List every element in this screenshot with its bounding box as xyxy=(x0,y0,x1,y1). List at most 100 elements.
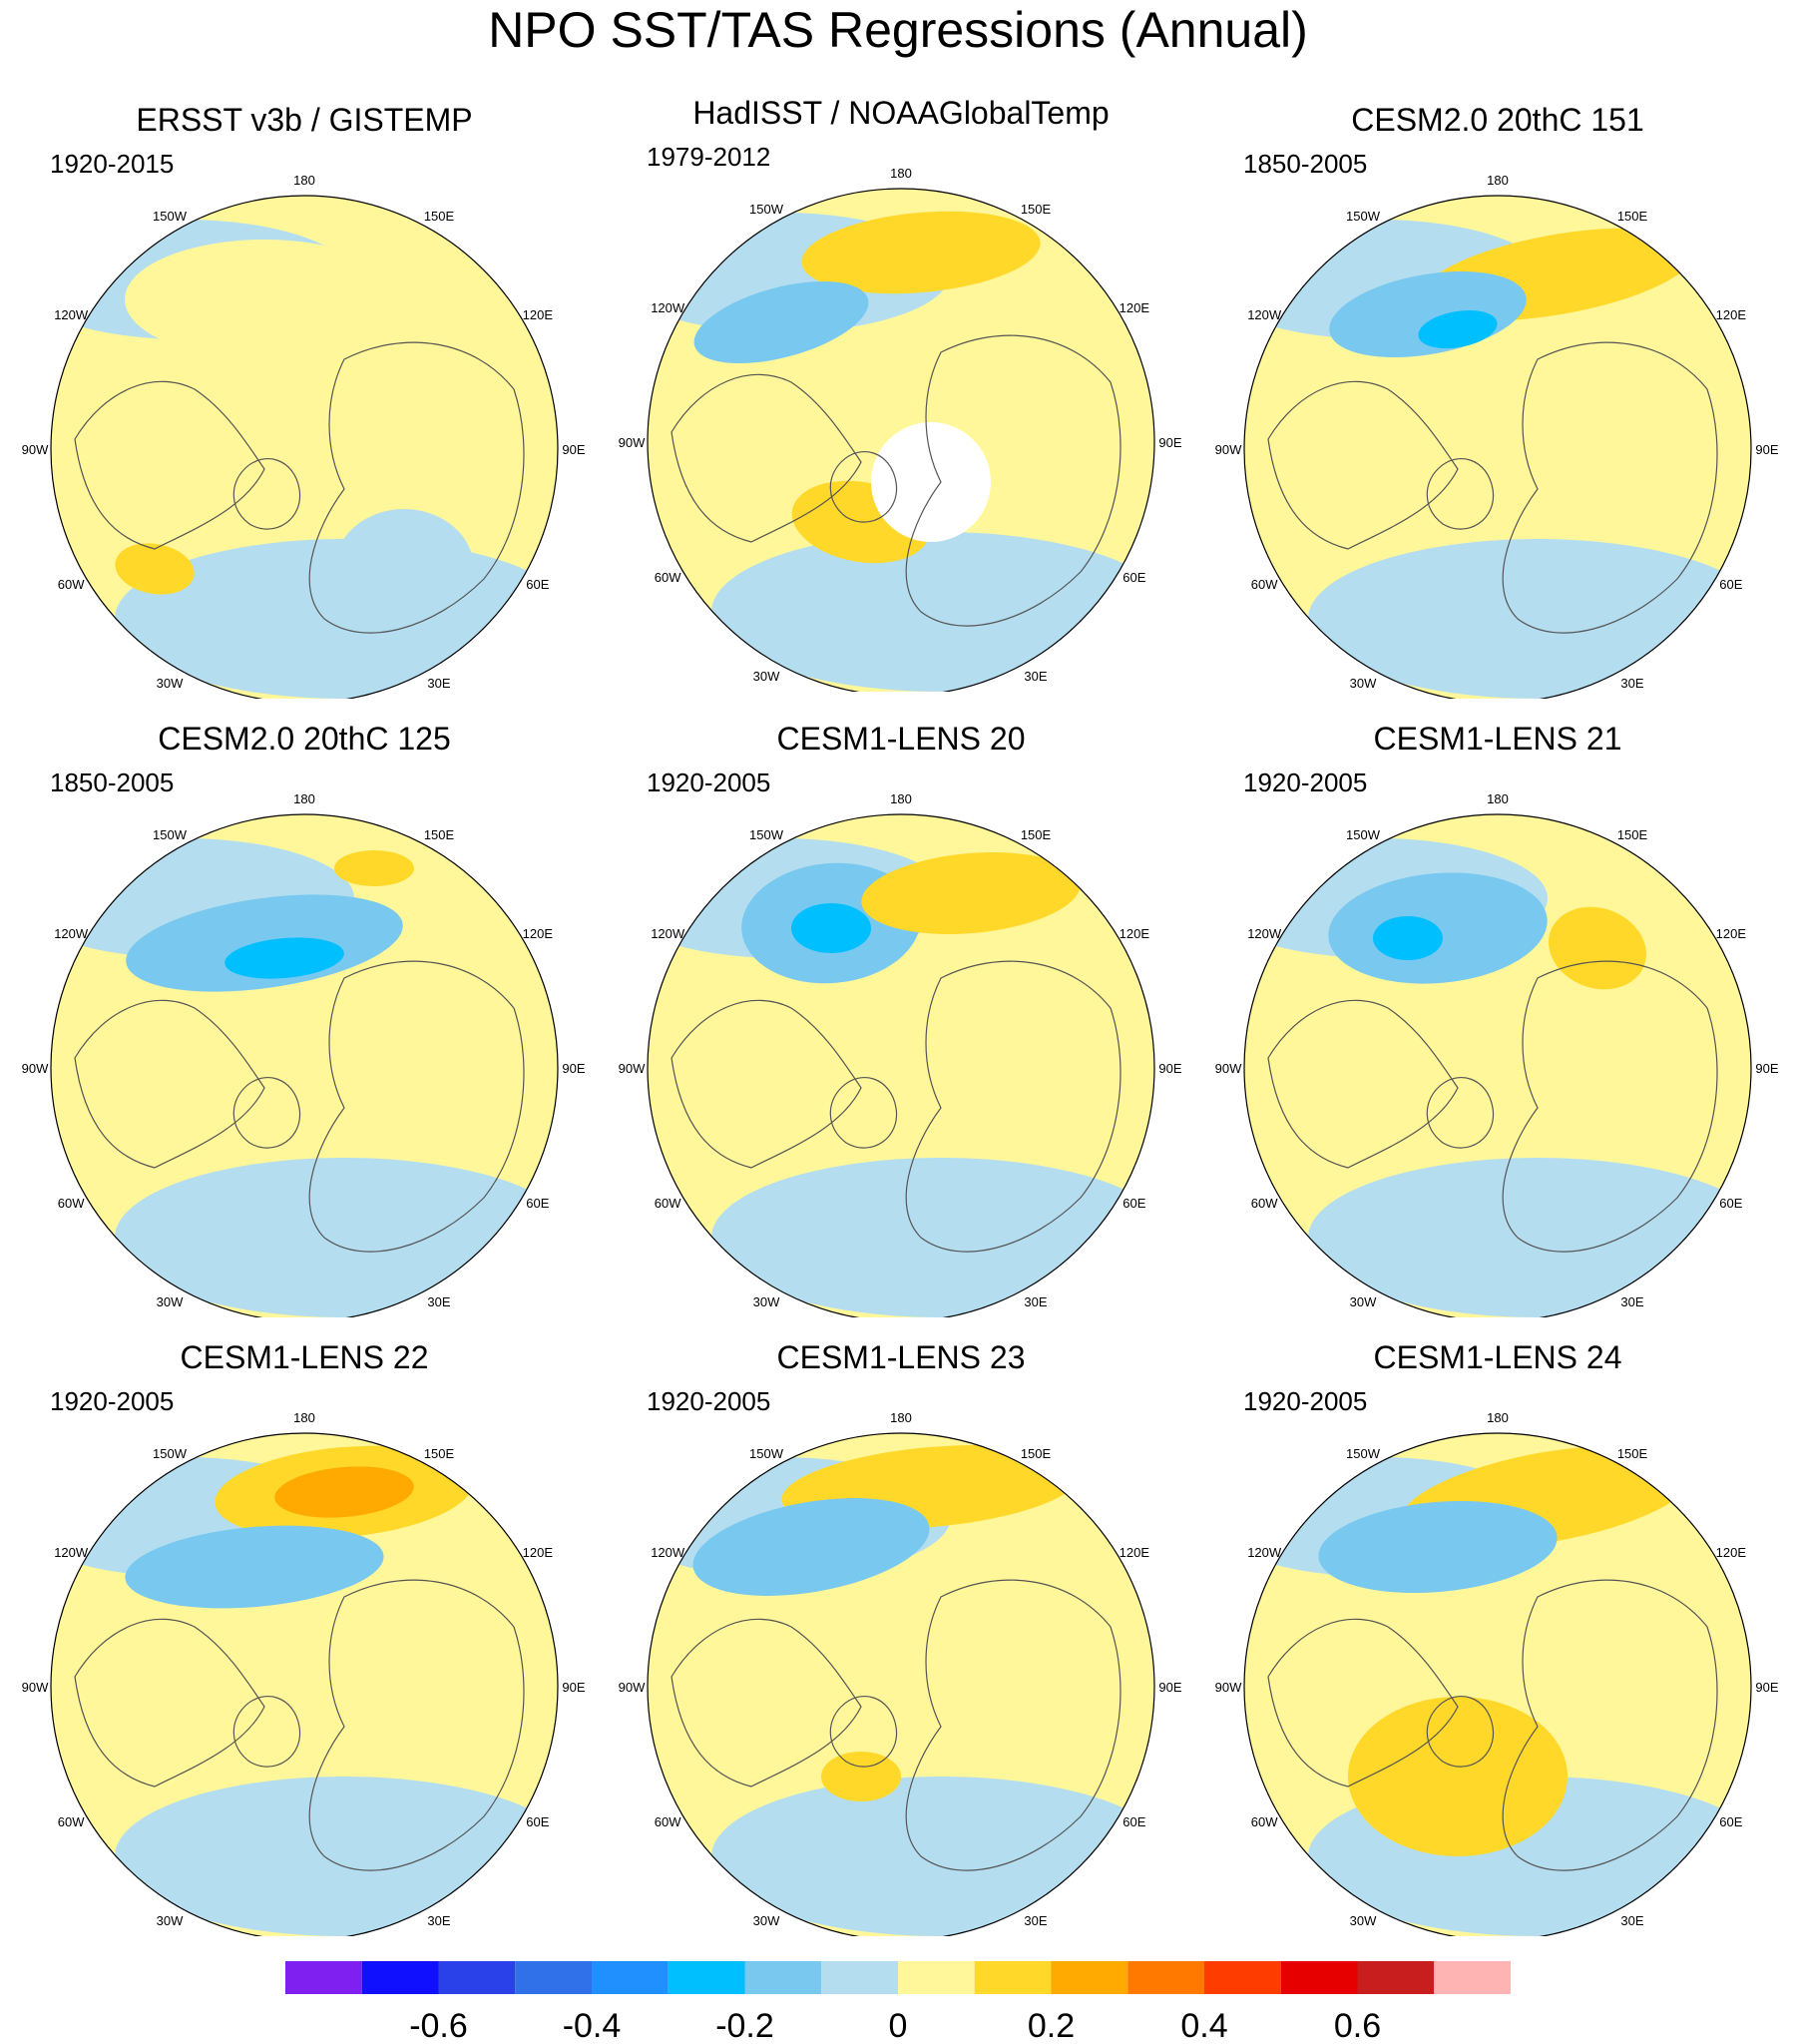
coastline xyxy=(1267,999,1459,1169)
anomaly-region xyxy=(334,509,474,629)
colorbar-swatch xyxy=(515,1961,592,1994)
longitude-label: 150W xyxy=(749,1446,784,1461)
longitude-label: 60E xyxy=(1719,577,1742,592)
coastline xyxy=(905,334,1122,627)
colorbar-swatch xyxy=(821,1961,898,1994)
colorbar-swatch xyxy=(974,1961,1052,1994)
longitude-label: 30W xyxy=(753,1294,780,1309)
longitude-label: 60W xyxy=(58,1196,85,1211)
longitude-label: 90E xyxy=(1158,435,1181,450)
longitude-label: 90W xyxy=(1215,1061,1242,1076)
map-boundary xyxy=(50,1432,559,1936)
colorbar-tick-label: 0 xyxy=(889,2007,908,2044)
map-panel: HadISST / NOAAGlobalTemp 1979-2012 180 15… xyxy=(602,93,1200,692)
longitude-label: 90E xyxy=(1158,1680,1181,1695)
coastline xyxy=(74,1618,265,1788)
panel-title: CESM1-LENS 22 xyxy=(180,1339,429,1375)
coastline xyxy=(905,960,1122,1253)
coastline xyxy=(1426,458,1495,530)
anomaly-region xyxy=(1348,1697,1568,1856)
longitude-label: 60E xyxy=(526,577,549,592)
panel-title: CESM2.0 20thC 151 xyxy=(1351,102,1644,138)
longitude-label: 180 xyxy=(1487,173,1509,188)
anomaly-region xyxy=(692,1498,930,1596)
longitude-label: 30W xyxy=(157,1913,184,1928)
anomaly-region xyxy=(1418,309,1498,349)
map-panel: CESM2.0 20thC 125 1850-2005 180 150E 120E 9… xyxy=(5,719,604,1317)
longitude-label: 120W xyxy=(1247,1545,1282,1560)
panel-period: 1920-2005 xyxy=(647,1386,771,1416)
longitude-label: 60E xyxy=(1122,1196,1145,1211)
coastline xyxy=(829,1696,898,1768)
map-boundary xyxy=(50,813,559,1317)
anomaly-region xyxy=(711,532,1154,692)
longitude-label: 30W xyxy=(753,1913,780,1928)
longitude-label: 30E xyxy=(427,1294,450,1309)
polar-map: 180150E120E90E60E30E030W60W90W120W150W xyxy=(1215,791,1779,1317)
anomaly-region xyxy=(125,240,404,359)
longitude-label: 60W xyxy=(1251,1814,1278,1829)
panel-period: 1920-2005 xyxy=(647,767,771,797)
longitude-label: 60E xyxy=(1122,1814,1145,1829)
colorbar-swatch xyxy=(592,1961,669,1994)
panel-period: 1920-2005 xyxy=(1243,1386,1368,1416)
longitude-label: 120E xyxy=(523,307,554,322)
longitude-label: 150W xyxy=(1346,1446,1381,1461)
longitude-label: 180 xyxy=(890,166,912,181)
longitude-label: 150E xyxy=(1617,1446,1648,1461)
longitude-label: 150E xyxy=(424,827,455,842)
panel-period: 1850-2005 xyxy=(1243,149,1368,179)
longitude-label: 90W xyxy=(1215,1680,1242,1695)
anomaly-region xyxy=(115,543,195,595)
longitude-label: 30E xyxy=(1024,669,1047,684)
anomaly-region xyxy=(1373,916,1443,960)
longitude-label: 120W xyxy=(54,1545,89,1560)
longitude-label: 60E xyxy=(526,1196,549,1211)
map-boundary xyxy=(647,813,1155,1317)
panel-period: 1850-2005 xyxy=(50,767,175,797)
longitude-label: 90W xyxy=(1215,442,1242,457)
longitude-label: 180 xyxy=(890,791,912,806)
coastline xyxy=(671,373,862,543)
longitude-label: 150W xyxy=(153,1446,188,1461)
anomaly-region xyxy=(1549,906,1646,990)
longitude-label: 120E xyxy=(1120,1545,1150,1560)
longitude-label: 120W xyxy=(651,926,685,941)
map-boundary xyxy=(647,1432,1155,1936)
longitude-label: 60E xyxy=(1719,1814,1742,1829)
anomaly-region xyxy=(711,1777,1154,1936)
longitude-label: 120W xyxy=(651,300,685,315)
longitude-label: 60W xyxy=(655,1196,681,1211)
panel-period: 1920-2005 xyxy=(50,1386,175,1416)
longitude-label: 180 xyxy=(1487,791,1509,806)
colorbar-swatch xyxy=(1280,1961,1358,1994)
longitude-label: 150E xyxy=(1617,209,1648,224)
longitude-label: 30E xyxy=(427,676,450,691)
colorbar: -0.6 -0.4 -0.2 0 0.2 0.4 0.6 xyxy=(285,1961,1511,2044)
longitude-label: 30E xyxy=(1620,676,1643,691)
map-panel: CESM1-LENS 21 1920-2005 180 150E 120E 90E 60… xyxy=(1198,719,1796,1317)
longitude-label: 30E xyxy=(1024,1294,1047,1309)
longitude-label: 30E xyxy=(1620,1913,1643,1928)
longitude-label: 150W xyxy=(749,202,784,217)
coastline xyxy=(1426,1696,1495,1768)
panel-title: HadISST / NOAAGlobalTemp xyxy=(692,95,1110,131)
colorbar-tick-label: -0.2 xyxy=(715,2007,774,2044)
coastline xyxy=(232,1696,301,1768)
coastline xyxy=(308,1579,525,1871)
polar-map: 180150E120E90E60E30E030W60W90W120W150W xyxy=(22,791,586,1317)
panel-period: 1979-2012 xyxy=(647,142,771,172)
panel-title: CESM1-LENS 21 xyxy=(1373,721,1622,757)
longitude-label: 30W xyxy=(157,1294,184,1309)
map-boundary xyxy=(1243,195,1752,699)
longitude-label: 180 xyxy=(293,1410,315,1425)
longitude-label: 90E xyxy=(1755,442,1778,457)
longitude-label: 120W xyxy=(54,926,89,941)
longitude-label: 150W xyxy=(153,827,188,842)
panel-title: CESM2.0 20thC 125 xyxy=(158,721,451,757)
longitude-label: 90W xyxy=(22,442,49,457)
longitude-label: 30W xyxy=(157,676,184,691)
polar-map: 180150E120E90E60E30E030W60W90W120W150W xyxy=(619,1410,1182,1936)
longitude-label: 120E xyxy=(1716,926,1747,941)
longitude-label: 30E xyxy=(427,1913,450,1928)
